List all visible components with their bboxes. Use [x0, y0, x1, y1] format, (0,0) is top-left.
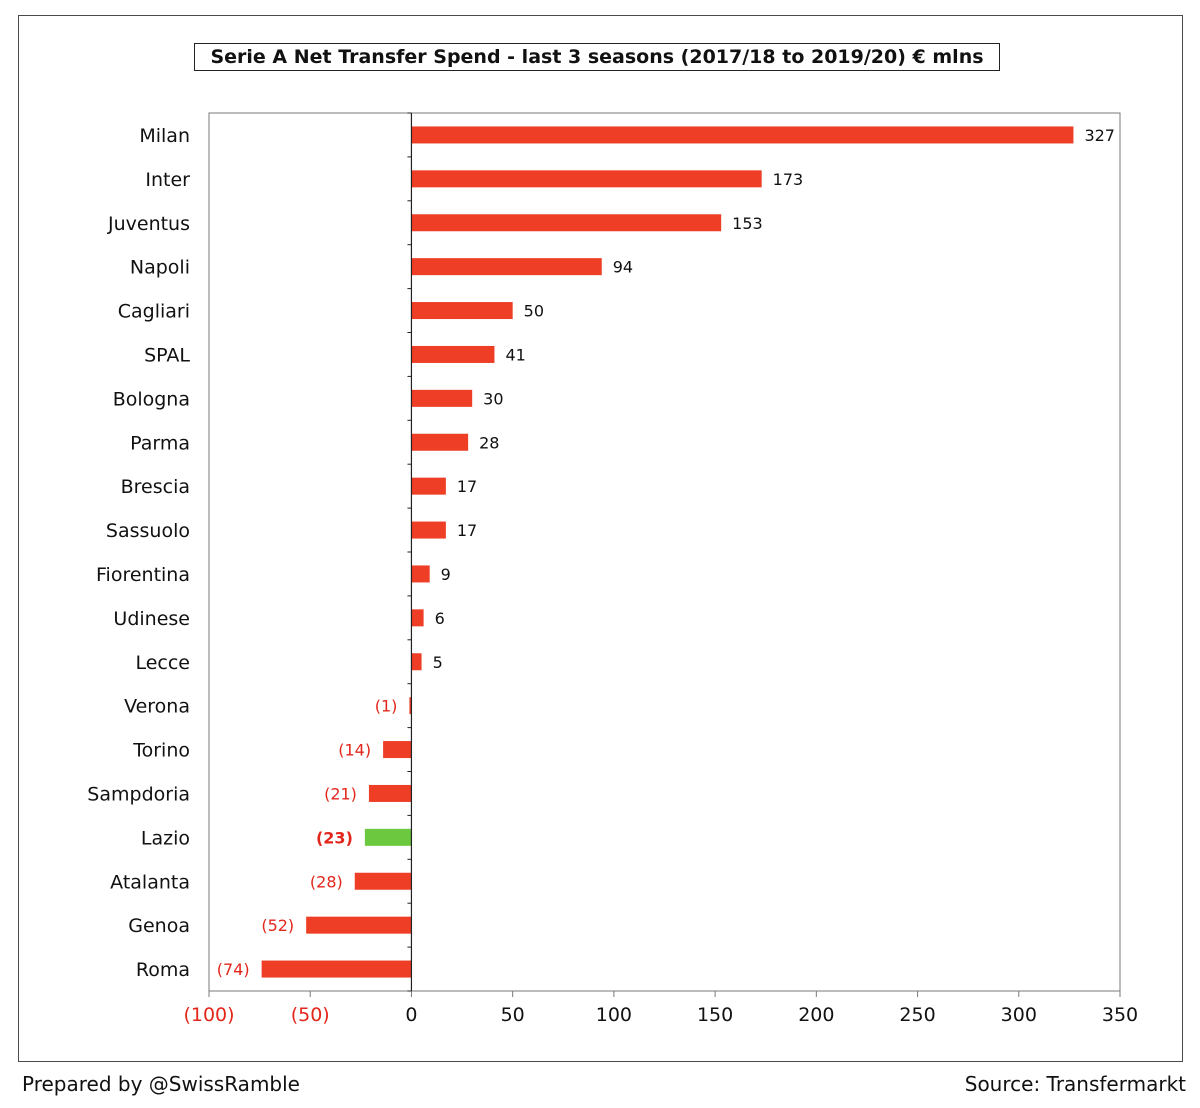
data-label: (52) [261, 916, 294, 935]
x-tick-label: 100 [596, 1004, 632, 1026]
category-label: Sassuolo [106, 520, 190, 542]
x-tick-label: 300 [1001, 1004, 1037, 1026]
bar-juventus [411, 214, 722, 232]
bar-sassuolo [411, 521, 446, 539]
bar-atalanta [354, 872, 412, 890]
category-label: Parma [130, 432, 190, 454]
x-tick-label: 50 [501, 1004, 525, 1026]
x-tick-label: 350 [1102, 1004, 1138, 1026]
bar-bologna [411, 389, 473, 407]
data-label: 9 [441, 565, 451, 584]
data-label: 17 [457, 521, 477, 540]
bar-parma [411, 433, 469, 451]
plot-area [208, 112, 1121, 992]
x-tick-label: 150 [697, 1004, 733, 1026]
category-label: SPAL [144, 344, 190, 366]
category-label: Napoli [130, 257, 190, 279]
category-label: Lazio [141, 827, 190, 849]
data-label: (1) [375, 697, 398, 716]
bar-cagliari [411, 302, 513, 320]
chart-frame [18, 15, 1183, 1062]
category-label: Udinese [113, 608, 190, 630]
data-label: 173 [773, 170, 804, 189]
data-label: 5 [433, 653, 443, 672]
data-label: 327 [1084, 126, 1115, 145]
bar-torino [383, 741, 412, 759]
bar-roma [261, 960, 412, 978]
data-label: (23) [316, 828, 353, 847]
x-tick-label: 250 [899, 1004, 935, 1026]
bar-brescia [411, 477, 446, 495]
bar-inter [411, 170, 762, 188]
bar-verona [409, 697, 412, 715]
data-label: 153 [732, 214, 763, 233]
footer-source: Source: Transfermarkt [964, 1072, 1186, 1096]
bar-milan [411, 126, 1074, 144]
category-label: Roma [136, 959, 190, 981]
bar-genoa [306, 916, 412, 934]
data-label: (14) [338, 741, 371, 760]
category-label: Sampdoria [87, 783, 190, 805]
bar-napoli [411, 258, 602, 276]
bar-lazio [364, 828, 412, 846]
category-label: Juventus [107, 213, 190, 235]
category-label: Lecce [135, 652, 190, 674]
category-label: Milan [139, 125, 190, 147]
chart-title: Serie A Net Transfer Spend - last 3 seas… [194, 43, 1000, 71]
x-tick-label: 0 [405, 1004, 417, 1026]
category-label: Verona [124, 696, 190, 718]
data-label: (74) [217, 960, 250, 979]
data-label: (21) [324, 784, 357, 803]
data-label: 28 [479, 433, 499, 452]
category-label: Bologna [113, 388, 190, 410]
data-label: (28) [310, 872, 343, 891]
category-label: Brescia [121, 476, 190, 498]
data-label: 6 [435, 609, 445, 628]
x-tick-label: 200 [798, 1004, 834, 1026]
data-label: 41 [505, 345, 525, 364]
x-tick-label: (100) [183, 1004, 234, 1026]
x-tick-label: (50) [291, 1004, 330, 1026]
bar-udinese [411, 609, 424, 627]
data-label: 50 [524, 302, 544, 321]
category-label: Atalanta [110, 871, 190, 893]
bar-sampdoria [368, 784, 412, 802]
footer-credit: Prepared by @SwissRamble [22, 1072, 300, 1096]
category-label: Genoa [128, 915, 190, 937]
data-label: 17 [457, 477, 477, 496]
category-label: Cagliari [118, 301, 190, 323]
category-label: Fiorentina [96, 564, 190, 586]
category-label: Torino [132, 740, 190, 762]
bar-lecce [411, 653, 422, 671]
bar-spal [411, 345, 495, 363]
data-label: 94 [613, 258, 633, 277]
category-label: Inter [145, 169, 190, 191]
bar-fiorentina [411, 565, 430, 583]
data-label: 30 [483, 389, 503, 408]
